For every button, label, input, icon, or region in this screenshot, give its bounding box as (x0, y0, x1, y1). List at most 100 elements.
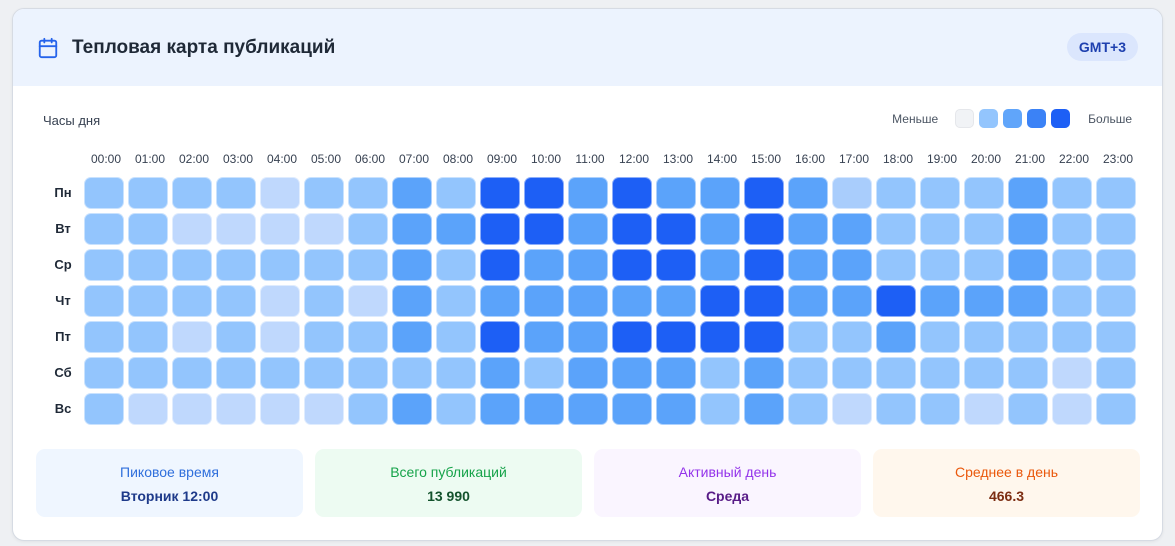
heatmap-cell[interactable] (348, 177, 388, 209)
heatmap-cell[interactable] (524, 213, 564, 245)
heatmap-cell[interactable] (260, 213, 300, 245)
heatmap-cell[interactable] (128, 285, 168, 317)
heatmap-cell[interactable] (1008, 177, 1048, 209)
heatmap-cell[interactable] (84, 357, 124, 389)
heatmap-cell[interactable] (656, 357, 696, 389)
heatmap-cell[interactable] (832, 321, 872, 353)
heatmap-cell[interactable] (1008, 357, 1048, 389)
heatmap-cell[interactable] (920, 393, 960, 425)
heatmap-cell[interactable] (216, 393, 256, 425)
heatmap-cell[interactable] (480, 321, 520, 353)
heatmap-cell[interactable] (832, 177, 872, 209)
heatmap-cell[interactable] (788, 213, 828, 245)
heatmap-cell[interactable] (304, 393, 344, 425)
heatmap-cell[interactable] (920, 357, 960, 389)
heatmap-cell[interactable] (744, 249, 784, 281)
heatmap-cell[interactable] (216, 357, 256, 389)
heatmap-cell[interactable] (128, 213, 168, 245)
heatmap-cell[interactable] (128, 249, 168, 281)
heatmap-cell[interactable] (216, 321, 256, 353)
heatmap-cell[interactable] (744, 357, 784, 389)
heatmap-cell[interactable] (876, 213, 916, 245)
heatmap-cell[interactable] (524, 249, 564, 281)
heatmap-cell[interactable] (612, 357, 652, 389)
heatmap-cell[interactable] (128, 321, 168, 353)
heatmap-cell[interactable] (1008, 321, 1048, 353)
heatmap-cell[interactable] (392, 321, 432, 353)
heatmap-cell[interactable] (304, 357, 344, 389)
heatmap-cell[interactable] (876, 285, 916, 317)
heatmap-cell[interactable] (876, 249, 916, 281)
heatmap-cell[interactable] (832, 285, 872, 317)
heatmap-cell[interactable] (568, 177, 608, 209)
heatmap-cell[interactable] (964, 393, 1004, 425)
heatmap-cell[interactable] (612, 393, 652, 425)
heatmap-cell[interactable] (480, 393, 520, 425)
heatmap-cell[interactable] (920, 249, 960, 281)
heatmap-cell[interactable] (392, 285, 432, 317)
heatmap-cell[interactable] (480, 213, 520, 245)
heatmap-cell[interactable] (480, 249, 520, 281)
heatmap-cell[interactable] (172, 393, 212, 425)
heatmap-cell[interactable] (348, 285, 388, 317)
heatmap-cell[interactable] (656, 213, 696, 245)
heatmap-cell[interactable] (216, 213, 256, 245)
heatmap-cell[interactable] (84, 285, 124, 317)
heatmap-cell[interactable] (304, 213, 344, 245)
heatmap-cell[interactable] (1096, 249, 1136, 281)
heatmap-cell[interactable] (84, 321, 124, 353)
heatmap-cell[interactable] (524, 285, 564, 317)
heatmap-cell[interactable] (172, 321, 212, 353)
heatmap-cell[interactable] (964, 213, 1004, 245)
heatmap-cell[interactable] (832, 357, 872, 389)
heatmap-cell[interactable] (964, 249, 1004, 281)
heatmap-cell[interactable] (172, 285, 212, 317)
heatmap-cell[interactable] (524, 357, 564, 389)
heatmap-cell[interactable] (260, 321, 300, 353)
heatmap-cell[interactable] (348, 249, 388, 281)
heatmap-cell[interactable] (436, 213, 476, 245)
heatmap-cell[interactable] (172, 213, 212, 245)
heatmap-cell[interactable] (84, 177, 124, 209)
heatmap-cell[interactable] (260, 357, 300, 389)
heatmap-cell[interactable] (700, 393, 740, 425)
heatmap-cell[interactable] (832, 213, 872, 245)
heatmap-cell[interactable] (436, 321, 476, 353)
heatmap-cell[interactable] (260, 393, 300, 425)
heatmap-cell[interactable] (128, 357, 168, 389)
heatmap-cell[interactable] (964, 321, 1004, 353)
heatmap-cell[interactable] (568, 249, 608, 281)
heatmap-cell[interactable] (964, 177, 1004, 209)
heatmap-cell[interactable] (876, 393, 916, 425)
heatmap-cell[interactable] (700, 213, 740, 245)
heatmap-cell[interactable] (964, 357, 1004, 389)
timezone-badge[interactable]: GMT+3 (1066, 33, 1138, 61)
heatmap-cell[interactable] (876, 357, 916, 389)
heatmap-cell[interactable] (744, 177, 784, 209)
heatmap-cell[interactable] (1052, 213, 1092, 245)
heatmap-cell[interactable] (612, 249, 652, 281)
heatmap-cell[interactable] (260, 285, 300, 317)
heatmap-cell[interactable] (392, 213, 432, 245)
heatmap-cell[interactable] (1096, 321, 1136, 353)
heatmap-cell[interactable] (744, 393, 784, 425)
heatmap-cell[interactable] (436, 357, 476, 389)
heatmap-cell[interactable] (392, 393, 432, 425)
heatmap-cell[interactable] (1096, 177, 1136, 209)
heatmap-cell[interactable] (568, 321, 608, 353)
heatmap-cell[interactable] (1052, 357, 1092, 389)
heatmap-cell[interactable] (656, 249, 696, 281)
heatmap-cell[interactable] (392, 357, 432, 389)
heatmap-cell[interactable] (524, 177, 564, 209)
heatmap-cell[interactable] (1052, 177, 1092, 209)
heatmap-cell[interactable] (348, 357, 388, 389)
heatmap-cell[interactable] (260, 249, 300, 281)
heatmap-cell[interactable] (216, 249, 256, 281)
heatmap-cell[interactable] (788, 177, 828, 209)
heatmap-cell[interactable] (656, 321, 696, 353)
heatmap-cell[interactable] (172, 249, 212, 281)
heatmap-cell[interactable] (172, 177, 212, 209)
heatmap-cell[interactable] (480, 177, 520, 209)
heatmap-cell[interactable] (568, 213, 608, 245)
heatmap-cell[interactable] (480, 285, 520, 317)
